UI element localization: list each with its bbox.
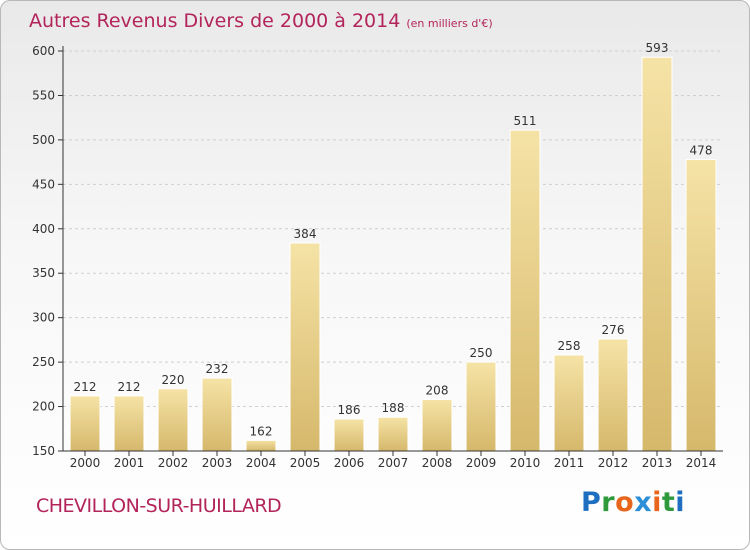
bar <box>333 418 365 452</box>
bar <box>157 388 189 452</box>
chart-title-text: Autres Revenus Divers de 2000 à 2014 <box>29 10 401 32</box>
data-label: 188 <box>382 401 405 415</box>
data-label: 232 <box>206 362 229 376</box>
x-tick-label: 2011 <box>554 456 585 470</box>
x-tick-label: 2005 <box>290 456 321 470</box>
data-label: 186 <box>338 403 361 417</box>
bar <box>685 158 717 452</box>
x-tick-label: 2008 <box>422 456 453 470</box>
data-label: 208 <box>426 383 449 397</box>
y-tick-label: 550 <box>32 88 55 102</box>
bar <box>113 395 145 452</box>
data-label: 384 <box>294 227 317 241</box>
data-label: 212 <box>118 380 141 394</box>
data-label: 593 <box>646 41 669 55</box>
x-tick-label: 2003 <box>202 456 233 470</box>
y-tick-label: 400 <box>32 222 55 236</box>
proxiti-logo: Proxiti <box>581 487 686 518</box>
bar <box>465 361 497 452</box>
x-tick-label: 2014 <box>686 456 717 470</box>
bar <box>641 56 673 452</box>
data-label: 511 <box>514 114 537 128</box>
chart-subtitle: (en milliers d'€) <box>406 17 493 30</box>
data-label: 258 <box>558 339 581 353</box>
y-tick-label: 450 <box>32 177 55 191</box>
y-tick-label: 250 <box>32 355 55 369</box>
chart-title: Autres Revenus Divers de 2000 à 2014 (en … <box>29 10 493 32</box>
x-tick-label: 2007 <box>378 456 409 470</box>
x-tick-label: 2009 <box>466 456 497 470</box>
bar <box>289 242 321 452</box>
x-tick-label: 2002 <box>158 456 189 470</box>
data-label: 212 <box>74 380 97 394</box>
x-tick-label: 2010 <box>510 456 541 470</box>
x-tick-label: 2001 <box>114 456 145 470</box>
y-tick-label: 300 <box>32 311 55 325</box>
town-name: CHEVILLON-SUR-HUILLARD <box>36 495 282 517</box>
bar <box>245 439 277 452</box>
bar <box>553 354 585 452</box>
y-tick-label: 200 <box>32 400 55 414</box>
bar <box>69 395 101 452</box>
y-tick-label: 350 <box>32 266 55 280</box>
bar <box>597 338 629 452</box>
data-label: 162 <box>250 424 273 438</box>
x-tick-label: 2004 <box>246 456 277 470</box>
x-tick-label: 2012 <box>598 456 629 470</box>
data-label: 250 <box>470 346 493 360</box>
data-label: 478 <box>690 143 713 157</box>
y-tick-label: 150 <box>32 444 55 458</box>
y-tick-label: 500 <box>32 133 55 147</box>
x-tick-label: 2013 <box>642 456 673 470</box>
x-tick-label: 2006 <box>334 456 365 470</box>
bar <box>201 377 233 452</box>
x-tick-label: 2000 <box>70 456 101 470</box>
y-tick-label: 600 <box>32 44 55 58</box>
bar <box>377 416 409 452</box>
data-label: 220 <box>162 373 185 387</box>
bar <box>509 129 541 452</box>
bar <box>421 398 453 452</box>
data-label: 276 <box>602 323 625 337</box>
